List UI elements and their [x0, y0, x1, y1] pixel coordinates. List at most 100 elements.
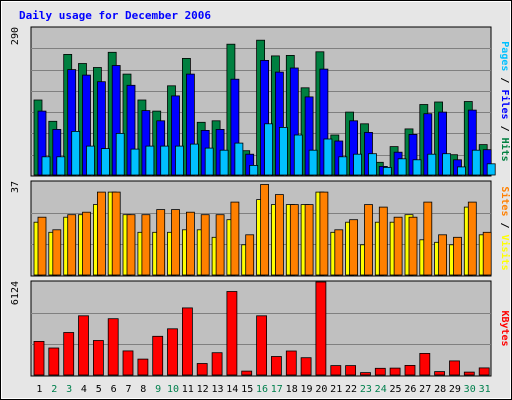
- bar-pages-day-30: [471, 149, 481, 176]
- bar-pages-day-27: [427, 153, 437, 176]
- bar-pages-day-6: [115, 132, 125, 176]
- bar-sites-day-17: [274, 194, 284, 276]
- x-tick-day-5: 5: [96, 384, 102, 395]
- bar-pages-day-25: [397, 158, 407, 176]
- x-tick-day-26: 26: [404, 384, 416, 395]
- legend-entry: /: [499, 120, 510, 138]
- legend-entry: Hits: [499, 138, 511, 162]
- panel-visits-sites: 37 Sites / Visits: [10, 180, 511, 277]
- bar-kbytes-day-20: [315, 281, 327, 376]
- bar-pages-day-20: [323, 138, 333, 176]
- bar-kbytes-day-19: [300, 357, 312, 376]
- x-tick-day-21: 21: [330, 384, 342, 395]
- y-max-label: 290: [10, 27, 21, 45]
- chart-panels: 290 Pages / Files / Hits 37 Sites / Visits 6…: [10, 26, 511, 377]
- y-max-label: 6124: [10, 281, 21, 305]
- legend-entry: Pages: [499, 41, 510, 71]
- x-tick-day-3: 3: [66, 384, 72, 395]
- x-tick-day-4: 4: [81, 384, 87, 395]
- bar-pages-day-19: [308, 149, 318, 176]
- bar-pages-day-14: [234, 142, 244, 176]
- bar-pages-day-9: [160, 145, 170, 176]
- bar-kbytes-day-18: [285, 350, 297, 376]
- bar-pages-day-24: [382, 166, 392, 176]
- legend-hits-files-pages: Pages / Files / Hits: [499, 41, 511, 161]
- chart-title: Daily usage for December 2006: [19, 9, 211, 22]
- bar-sites-day-14: [230, 201, 240, 276]
- bar-kbytes-day-25: [389, 367, 401, 376]
- bar-pages-day-7: [130, 148, 140, 176]
- x-tick-day-31: 31: [479, 384, 491, 395]
- bar-pages-day-23: [368, 153, 377, 176]
- bar-kbytes-day-5: [93, 340, 104, 376]
- bar-kbytes-day-31: [478, 367, 490, 376]
- x-tick-day-17: 17: [271, 384, 283, 395]
- bar-sites-day-25: [393, 216, 403, 276]
- bar-sites-day-13: [215, 214, 225, 276]
- panel-kbytes: 6124 KBytes: [10, 280, 510, 377]
- x-tick-day-8: 8: [140, 384, 146, 395]
- panel-hits-files-pages: 290 Pages / Files / Hits: [10, 26, 511, 177]
- bar-kbytes-day-27: [419, 352, 431, 376]
- bar-sites-day-1: [37, 216, 47, 276]
- bar-sites-day-24: [378, 206, 388, 276]
- bar-kbytes-day-6: [107, 318, 119, 376]
- bar-sites-day-27: [423, 201, 433, 276]
- x-tick-day-29: 29: [449, 384, 461, 395]
- x-tick-day-7: 7: [125, 384, 131, 395]
- bar-pages-day-17: [278, 127, 288, 176]
- bar-kbytes-day-3: [63, 332, 75, 376]
- bar-kbytes-day-12: [196, 363, 208, 376]
- bar-kbytes-day-9: [152, 335, 164, 376]
- bar-pages-day-29: [457, 166, 466, 176]
- bar-kbytes-day-8: [137, 358, 149, 376]
- x-tick-day-28: 28: [434, 384, 446, 395]
- bar-kbytes-day-4: [78, 315, 89, 376]
- bar-sites-day-10: [171, 209, 180, 276]
- legend-entry: Visits: [499, 235, 511, 271]
- bar-sites-day-16: [260, 184, 270, 276]
- bar-kbytes-day-13: [211, 352, 223, 376]
- bar-sites-day-9: [156, 209, 166, 276]
- x-tick-day-16: 16: [256, 384, 268, 395]
- bar-pages-day-16: [264, 123, 274, 176]
- legend-kbytes: KBytes: [499, 310, 510, 346]
- bar-pages-day-26: [412, 159, 422, 176]
- legend-entry: Sites: [499, 186, 511, 216]
- bar-sites-day-4: [82, 211, 91, 276]
- x-tick-day-24: 24: [375, 384, 387, 395]
- bar-kbytes-day-28: [434, 371, 446, 376]
- bar-sites-day-22: [349, 219, 359, 276]
- bar-kbytes-day-14: [226, 291, 238, 376]
- y-max-label: 37: [10, 181, 21, 193]
- x-tick-day-25: 25: [389, 384, 401, 395]
- legend-entry: /: [499, 71, 510, 89]
- x-tick-day-13: 13: [211, 384, 223, 395]
- legend-visits-sites: Sites / Visits: [499, 186, 511, 270]
- x-tick-day-20: 20: [315, 384, 327, 395]
- bar-kbytes-day-1: [33, 340, 45, 376]
- bar-pages-day-18: [293, 134, 303, 176]
- bar-pages-day-5: [101, 148, 110, 176]
- x-tick-day-2: 2: [51, 384, 57, 395]
- bar-kbytes-day-15: [241, 370, 253, 376]
- bar-sites-day-6: [111, 191, 121, 276]
- bar-kbytes-day-16: [256, 315, 268, 376]
- bar-pages-day-1: [41, 156, 51, 176]
- bar-pages-day-11: [189, 143, 199, 176]
- bar-kbytes-day-11: [181, 307, 193, 376]
- bar-sites-day-20: [319, 191, 329, 276]
- bar-sites-day-12: [200, 214, 210, 276]
- bar-kbytes-day-21: [330, 365, 342, 376]
- bar-pages-day-12: [204, 147, 214, 176]
- legend-entry: /: [499, 216, 510, 234]
- bar-sites-day-8: [141, 214, 151, 276]
- legend-entry: KBytes: [499, 310, 510, 346]
- bar-sites-day-19: [304, 204, 314, 276]
- bar-sites-day-28: [438, 234, 448, 276]
- bar-pages-day-4: [86, 145, 95, 176]
- bar-kbytes-day-29: [449, 360, 460, 376]
- bar-sites-day-2: [52, 229, 62, 276]
- bar-kbytes-day-23: [360, 372, 371, 376]
